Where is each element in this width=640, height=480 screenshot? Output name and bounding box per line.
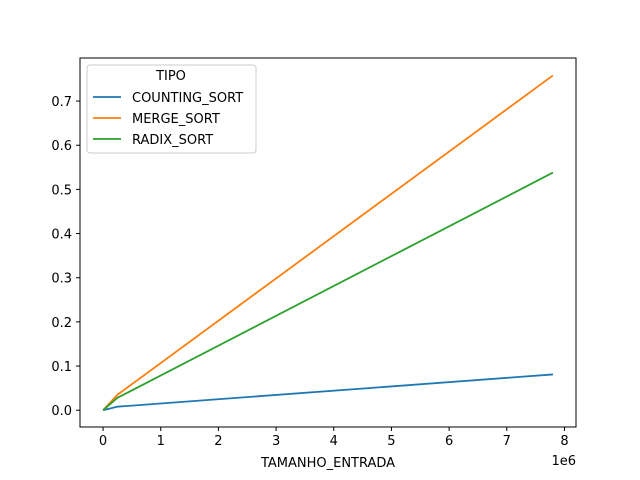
legend-item-label: MERGE_SORT — [132, 112, 220, 127]
legend-box — [86, 64, 257, 154]
x-axis: 0 1 2 3 4 5 6 7 8 — [99, 427, 569, 449]
y-tick-label: 0.4 — [51, 228, 72, 243]
x-tick-label: 5 — [387, 434, 395, 449]
x-tick-label: 4 — [330, 434, 338, 449]
y-axis: 0.0 0.1 0.2 0.3 0.4 0.5 0.6 0.7 — [51, 95, 80, 419]
x-tick-label: 1 — [157, 434, 165, 449]
y-tick-label: 0.3 — [51, 272, 72, 287]
x-tick-label: 2 — [214, 434, 222, 449]
x-tick-label: 3 — [272, 434, 280, 449]
x-tick-label: 6 — [445, 434, 453, 449]
y-tick-label: 0.0 — [51, 404, 72, 419]
legend-item-label: COUNTING_SORT — [132, 91, 243, 106]
legend-title: TIPO — [155, 69, 186, 84]
x-axis-offset-label: 1e6 — [551, 454, 576, 469]
y-tick-label: 0.1 — [51, 360, 72, 375]
legend-items: COUNTING_SORT MERGE_SORT RADIX_SORT — [93, 91, 243, 148]
y-tick-label: 0.7 — [51, 95, 72, 110]
series-layer — [102, 74, 554, 412]
y-tick-label: 0.6 — [51, 139, 72, 154]
x-tick-label: 0 — [99, 434, 107, 449]
y-tick-label: 0.2 — [51, 316, 72, 331]
series-line-counting-sort — [102, 373, 553, 412]
plot-frame — [79, 57, 577, 428]
legend-item-label: RADIX_SORT — [132, 133, 213, 148]
legend: TIPO COUNTING_SORT MERGE_SORT RADIX_SORT — [86, 64, 257, 154]
series-line-radix-sort — [102, 171, 554, 411]
x-tick-label: 8 — [560, 434, 568, 449]
y-tick-label: 0.5 — [51, 183, 72, 198]
x-tick-label: 7 — [503, 434, 511, 449]
x-axis-label: TAMANHO_ENTRADA — [260, 456, 395, 471]
